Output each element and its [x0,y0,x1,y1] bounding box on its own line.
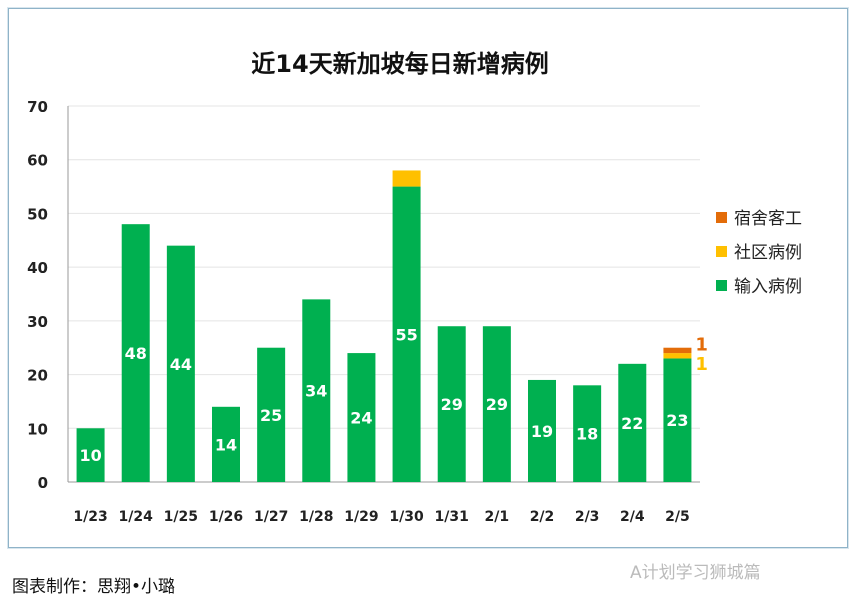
bar-1/30-输入病例 [392,186,421,483]
y-tick-label: 60 [27,152,48,170]
legend-swatch [716,280,727,291]
x-tick-label: 1/26 [209,509,243,525]
y-tick-label: 20 [27,367,48,385]
data-label: 22 [621,414,643,433]
chart-credit: 图表制作：思翔•小璐 [12,577,176,597]
legend-label: 输入病例 [734,277,802,297]
bar-1/29-输入病例 [347,353,376,482]
data-label: 23 [666,411,688,430]
bar-1/28-输入病例 [302,299,331,482]
data-label: 18 [576,425,598,444]
x-tick-label: 2/2 [530,509,555,525]
data-label: 19 [531,422,553,441]
x-tick-label: 1/27 [254,509,288,525]
data-label: 1 [695,334,708,355]
bar-2/5-输入病例 [663,358,692,482]
bar-2/2-输入病例 [528,379,556,482]
watermark: A计划学习狮城篇 [630,563,761,583]
x-tick-label: 1/30 [389,509,424,525]
bar-chart: 近14天新加坡每日新增病例 0 10 20 30 40 50 60 70 10 1/23 48 1/24… [27,50,802,525]
data-label: 25 [260,406,282,425]
y-tick-label: 40 [27,259,48,277]
y-tick-label: 70 [27,98,48,116]
bar-1/31-输入病例 [437,326,466,482]
y-tick-label: 30 [27,313,48,331]
bar-1/27-输入病例 [257,347,286,482]
x-tick-label: 1/29 [344,509,378,525]
x-tick-label: 1/25 [164,509,198,525]
data-label: 24 [350,409,372,428]
bar-2/3-输入病例 [573,385,602,482]
data-label: 55 [395,325,417,344]
bar-2/5-社区病例 [663,353,692,359]
legend-label: 社区病例 [734,243,802,263]
x-tick-label: 1/28 [299,509,333,525]
chart-title: 近14天新加坡每日新增病例 [251,50,548,78]
legend-swatch [716,246,727,257]
data-label: 48 [125,344,147,363]
x-tick-label: 1/23 [73,509,107,525]
bar-1/26-输入病例 [212,406,240,482]
data-label: 34 [305,382,327,401]
x-tick-label: 2/5 [665,509,690,525]
data-label: 10 [79,446,101,465]
data-label: 14 [215,435,237,454]
bar-2/4-输入病例 [618,363,647,482]
bar-2/1-输入病例 [482,326,511,482]
data-label: 29 [441,395,463,414]
bar-1/25-输入病例 [166,245,195,482]
data-label: 29 [486,395,508,414]
legend-swatch [716,212,727,223]
data-label: 44 [170,355,192,374]
legend-label: 宿舍客工 [734,209,802,229]
y-tick-label: 0 [38,474,48,492]
x-tick-label: 2/1 [485,509,510,525]
x-tick-label: 1/31 [435,509,469,525]
bar-2/5-宿舍客工 [663,347,692,354]
y-tick-label: 10 [27,420,48,438]
x-tick-label: 2/3 [575,509,600,525]
data-label: 1 [695,354,708,375]
bar-1/30-社区病例 [392,170,421,187]
y-tick-label: 50 [27,205,48,223]
x-tick-label: 2/4 [620,509,645,525]
x-tick-label: 1/24 [119,509,154,525]
chart-frame [8,8,848,548]
bar-1/23-输入病例 [76,428,105,482]
bar-1/24-输入病例 [121,224,150,482]
